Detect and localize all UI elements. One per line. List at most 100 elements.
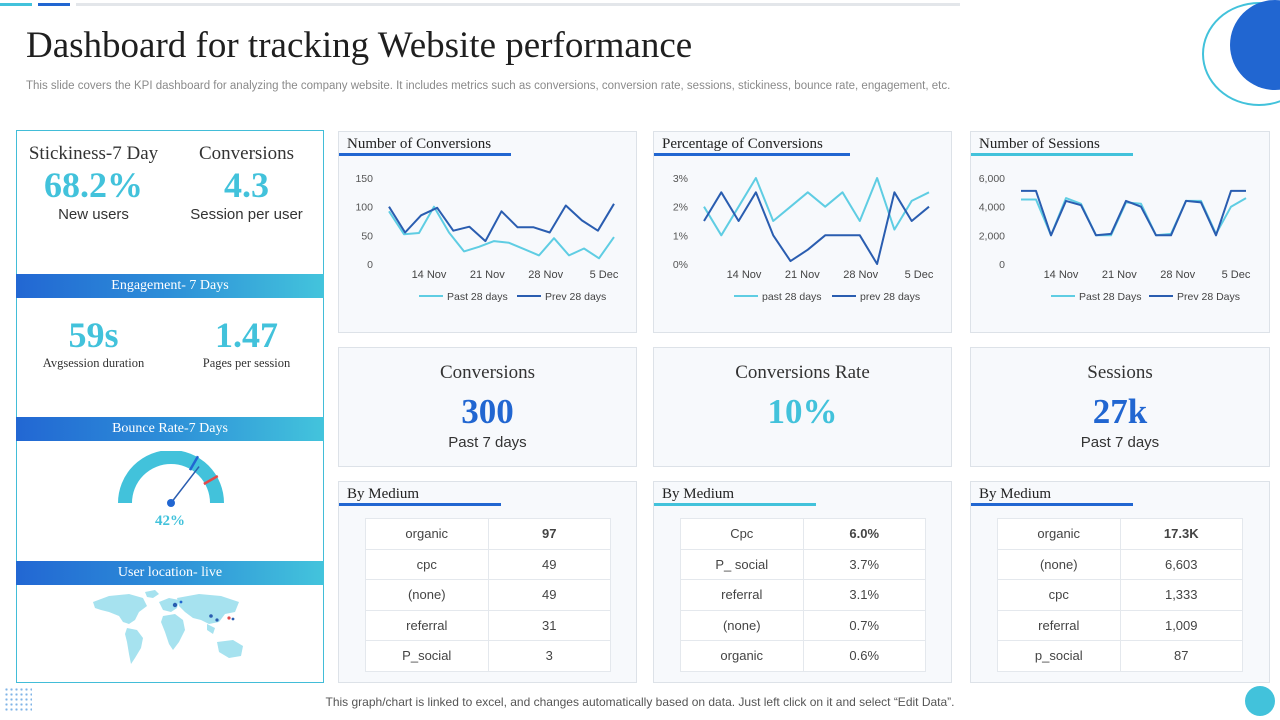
conversion-rate-stat-label: Conversions Rate xyxy=(735,362,870,383)
table-row: referral 31 xyxy=(365,609,611,641)
y-tick-label: 50 xyxy=(361,230,373,242)
medium-value: 3.7% xyxy=(802,548,926,580)
medium-value: 87 xyxy=(1119,640,1243,672)
y-tick-label: 4,000 xyxy=(979,202,1005,214)
title-underline xyxy=(971,503,1133,506)
y-tick-label: 100 xyxy=(355,202,373,214)
table-row: (none) 49 xyxy=(365,579,611,611)
medium-value: 0.7% xyxy=(802,609,926,641)
gauge-needle xyxy=(170,466,200,504)
dot-grid-decoration xyxy=(4,687,32,713)
medium-value: 31 xyxy=(487,609,611,641)
top-accent-bar xyxy=(0,3,960,6)
table-row: organic 97 xyxy=(365,518,611,550)
conversions-chart-title: Number of Conversions xyxy=(347,136,492,152)
bounce-gauge xyxy=(118,451,224,507)
medium-name: referral xyxy=(680,579,804,611)
conversions-chart-card: Number of Conversions 150 100 50 0 14 Nov 21 … xyxy=(338,131,637,333)
medium-value: 1,333 xyxy=(1119,579,1243,611)
sessions-stat-card: Sessions 27k Past 7 days xyxy=(970,347,1270,467)
table-row: P_social 3 xyxy=(365,640,611,672)
table-row: P_ social 3.7% xyxy=(680,548,926,580)
sessions-stat-sub: Past 7 days xyxy=(1080,434,1160,451)
series-line xyxy=(703,191,930,265)
medium-table: organic 97 cpc 49 (none) 49 referral 31 P_social… xyxy=(365,518,611,672)
x-tick-label: 5 Dec xyxy=(1222,269,1251,281)
table-row: organic 17.3K xyxy=(997,518,1243,550)
gauge-pivot xyxy=(167,499,175,507)
y-tick-label: 1% xyxy=(673,230,688,242)
medium-name: P_social xyxy=(365,640,489,672)
medium-value: 0.6% xyxy=(802,640,926,672)
pages-per-session-value: 1.47 xyxy=(215,315,278,355)
title-underline xyxy=(971,153,1133,156)
series-line xyxy=(388,203,615,243)
x-tick-label: 28 Nov xyxy=(1160,269,1195,281)
sessions-stat-label: Sessions xyxy=(1087,362,1153,383)
medium-name: p_social xyxy=(997,640,1121,672)
gauge-marker-red xyxy=(203,474,219,486)
medium-value: 17.3K xyxy=(1119,518,1243,550)
medium-name: (none) xyxy=(365,579,489,611)
engagement-band: Engagement- 7 Days xyxy=(16,274,324,298)
medium-value: 97 xyxy=(487,518,611,550)
line-chart: 3% 2% 1% 0% 14 Nov 21 Nov 28 Nov 5 Dec past 28 d… xyxy=(673,173,934,303)
table-row: cpc 1,333 xyxy=(997,579,1243,611)
x-tick-label: 5 Dec xyxy=(905,269,934,281)
medium-card-rate: By Medium Cpc 6.0% P_ social 3.7% referral 3.… xyxy=(653,481,952,683)
table-row: (none) 0.7% xyxy=(680,609,926,641)
kpi-side-panel: Stickiness-7 Day 68.2% New users Convers… xyxy=(16,130,324,683)
line-chart: 150 100 50 0 14 Nov 21 Nov 28 Nov 5 Dec Past 28 … xyxy=(355,173,619,303)
medium-value: 49 xyxy=(487,548,611,580)
series-line xyxy=(388,205,615,260)
x-tick-label: 5 Dec xyxy=(590,269,619,281)
conversions-stat-label: Conversions xyxy=(440,362,535,383)
world-map-icon xyxy=(93,590,243,664)
y-tick-label: 2,000 xyxy=(979,230,1005,242)
page-title: Dashboard for tracking Website performan… xyxy=(26,25,693,66)
x-tick-label: 21 Nov xyxy=(1102,269,1137,281)
avg-session-sub: Avgsession duration xyxy=(42,356,145,371)
series-line xyxy=(1021,189,1246,237)
medium-value: 3.1% xyxy=(802,579,926,611)
legend-label: Past 28 days xyxy=(447,291,508,303)
medium-name: organic xyxy=(680,640,804,672)
kpi-row-engagement: 59s Avgsession duration 1.47 Pages per s… xyxy=(17,315,323,371)
x-tick-label: 21 Nov xyxy=(785,269,820,281)
y-tick-label: 0 xyxy=(999,259,1005,271)
pages-per-session-sub: Pages per session xyxy=(202,356,291,371)
sessions-chart-title: Number of Sessions xyxy=(979,136,1100,152)
table-row: referral 3.1% xyxy=(680,579,926,611)
y-tick-label: 150 xyxy=(355,173,373,185)
conversion-percentage-chart-title: Percentage of Conversions xyxy=(662,136,823,152)
conversions-value: 4.3 xyxy=(224,165,269,205)
medium-name: organic xyxy=(997,518,1121,550)
medium-value: 6.0% xyxy=(802,518,926,550)
conversions-stat-card: Conversions 300 Past 7 days xyxy=(338,347,637,467)
title-underline xyxy=(339,503,501,506)
conversions-stat-sub: Past 7 days xyxy=(448,434,527,451)
title-underline xyxy=(654,503,816,506)
title-underline xyxy=(654,153,850,156)
x-tick-label: 28 Nov xyxy=(528,269,563,281)
medium-name: cpc xyxy=(997,579,1121,611)
medium-title: By Medium xyxy=(347,486,420,502)
x-tick-label: 14 Nov xyxy=(412,269,447,281)
table-row: Cpc 6.0% xyxy=(680,518,926,550)
y-tick-label: 6,000 xyxy=(979,173,1005,185)
legend-label: Past 28 Days xyxy=(1079,291,1141,303)
avg-session-kpi: 59s Avgsession duration xyxy=(17,315,170,371)
conversion-rate-stat-card: Conversions Rate 10% xyxy=(653,347,952,467)
gauge-arc xyxy=(118,451,224,504)
x-tick-label: 21 Nov xyxy=(470,269,505,281)
medium-value: 49 xyxy=(487,579,611,611)
stickiness-label: Stickiness-7 Day xyxy=(28,143,159,164)
line-chart: 6,000 4,000 2,000 0 14 Nov 21 Nov 28 Nov 5 Dec P… xyxy=(979,173,1251,303)
table-row: (none) 6,603 xyxy=(997,548,1243,580)
bounce-rate-value: 42% xyxy=(155,513,185,529)
medium-name: referral xyxy=(997,609,1121,641)
medium-name: (none) xyxy=(997,548,1121,580)
medium-name: Cpc xyxy=(680,518,804,550)
conversions-kpi: Conversions 4.3 Session per user xyxy=(170,143,323,223)
sessions-chart-card: Number of Sessions 6,000 4,000 2,000 0 14 No… xyxy=(970,131,1270,333)
